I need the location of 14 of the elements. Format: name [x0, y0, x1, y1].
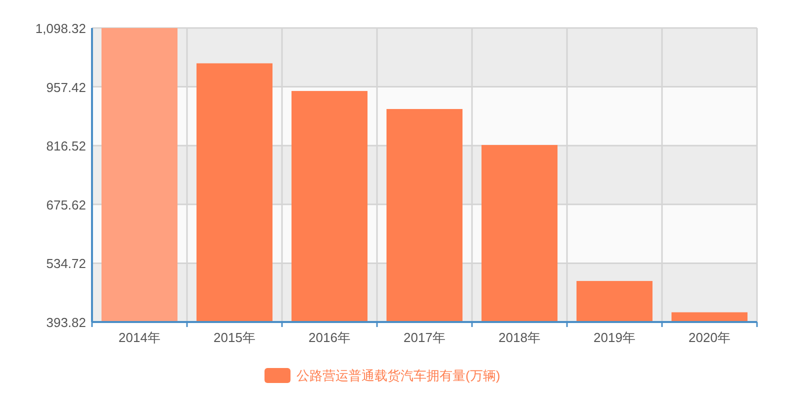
x-tick-label: 2014年 [118, 330, 160, 345]
x-tick-label: 2019年 [594, 330, 636, 345]
y-tick-label: 675.62 [46, 197, 86, 212]
x-tick-label: 2015年 [214, 330, 256, 345]
x-tick-label: 2020年 [688, 330, 730, 345]
legend-label: 公路营运普通载货汽车拥有量(万辆) [296, 368, 500, 383]
y-tick-label: 534.72 [46, 256, 86, 272]
y-tick-label: 393.82 [46, 315, 86, 330]
y-tick-label: 1,098.32 [35, 21, 86, 36]
x-tick-label: 2017年 [404, 330, 446, 345]
x-tick-label: 2016年 [308, 330, 350, 345]
y-tick-label: 957.42 [46, 80, 86, 95]
x-tick-label: 2018年 [498, 330, 540, 345]
y-tick-label: 816.52 [46, 138, 86, 154]
